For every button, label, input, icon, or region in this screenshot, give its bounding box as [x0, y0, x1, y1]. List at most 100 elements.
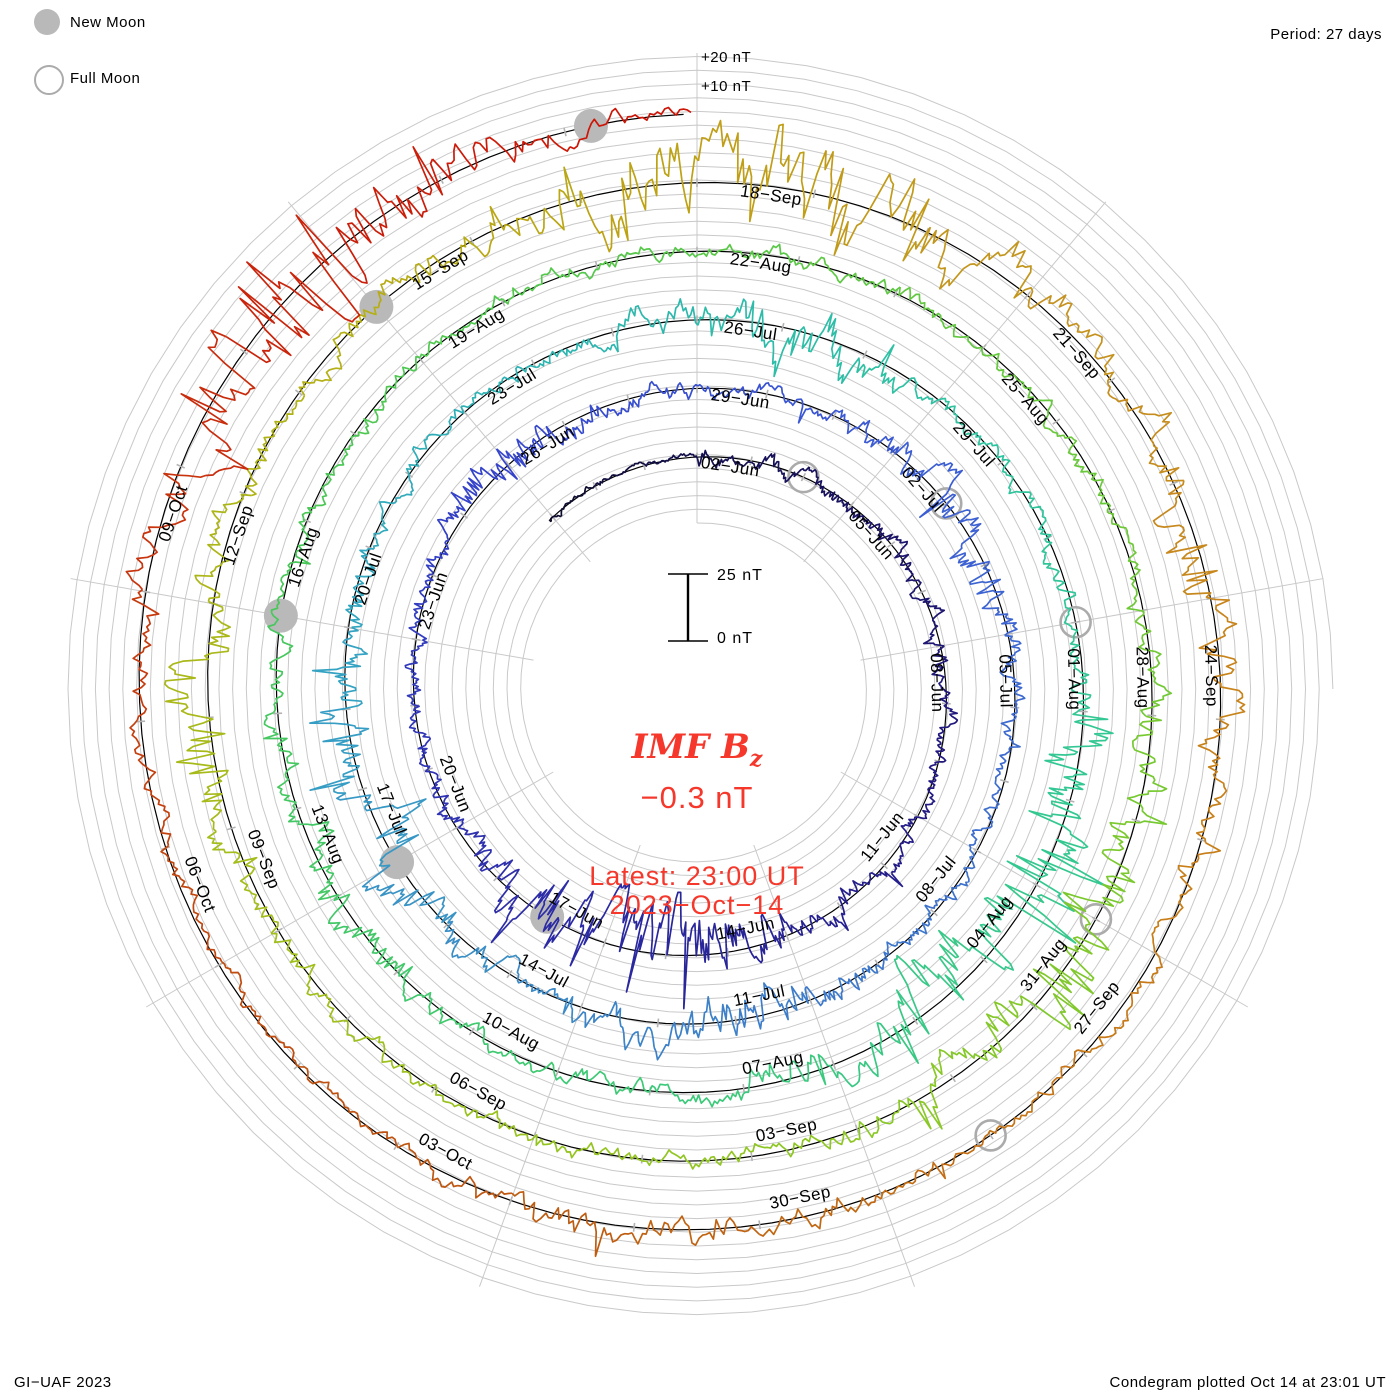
day-tick [358, 787, 368, 792]
bz-data-segment [697, 119, 827, 223]
bz-data-segment [824, 150, 932, 262]
baseline-spiral [138, 113, 1222, 1231]
chart-title-subscript: z [749, 745, 763, 772]
day-tick [226, 826, 236, 831]
day-tick [214, 962, 224, 968]
bz-data-segment [724, 913, 785, 964]
bz-data-segment [594, 461, 645, 487]
bz-data-segment [425, 510, 460, 575]
bz-data-segment [798, 256, 901, 295]
ring-date-label: 28−Aug [1132, 646, 1153, 709]
plotted-timestamp: Condegram plotted Oct 14 at 23:01 UT [1109, 1374, 1386, 1391]
bz-data-segment [296, 1064, 397, 1145]
bz-data-segment [327, 893, 406, 971]
bz-data-segment [920, 226, 1034, 299]
ring-date-label: 05−Jul [995, 654, 1015, 708]
day-tick [563, 127, 567, 137]
bz-data-segment [511, 1191, 633, 1258]
day-tick [632, 1222, 636, 1232]
day-tick [506, 970, 513, 979]
bz-data-segment [301, 435, 359, 519]
bz-data-segment [1107, 384, 1184, 482]
bz-data-segment [697, 382, 771, 400]
bz-data-segment [311, 626, 368, 710]
bz-data-segment [597, 246, 699, 270]
day-tick [1000, 779, 1009, 784]
bz-data-segment [335, 146, 444, 284]
day-tick [469, 236, 475, 246]
day-tick [555, 1067, 560, 1077]
new-moon-legend-label: New Moon [70, 14, 146, 31]
bz-data-segment [270, 932, 344, 1023]
day-tick [1147, 714, 1157, 717]
day-tick [980, 956, 988, 964]
bz-data-segment [894, 441, 964, 519]
day-tick [411, 637, 421, 641]
day-tick [880, 862, 888, 870]
day-tick [136, 720, 146, 723]
bz-data-segment [129, 719, 172, 846]
bz-data-segment [890, 816, 918, 874]
bz-data-segment [941, 397, 1007, 461]
day-tick [847, 501, 855, 510]
bz-data-segment [408, 573, 434, 641]
bz-data-segment [773, 312, 861, 385]
day-tick [1071, 620, 1081, 624]
bz-data-segment [941, 502, 990, 568]
day-tick [1052, 418, 1061, 425]
radial-gridline [479, 844, 641, 1287]
bz-data-segment [579, 142, 700, 253]
day-tick [1197, 838, 1207, 843]
day-tick [1091, 916, 1101, 923]
new-moon-marker [380, 845, 415, 880]
bz-data-segment [565, 401, 631, 440]
bz-data-segment [496, 424, 569, 468]
bz-data-segment [987, 1049, 1079, 1135]
day-tick [642, 461, 646, 471]
bz-data-segment [696, 449, 752, 469]
bz-data-segment [501, 267, 599, 305]
latest-time-label: Latest: 23:00 UT [589, 861, 805, 891]
day-tick [917, 589, 927, 595]
day-tick [578, 1002, 584, 1012]
bz-data-segment [618, 883, 670, 993]
bz-data-segment [516, 957, 576, 1024]
bz-data-segment [1044, 711, 1114, 797]
bz-data-segment [935, 703, 959, 763]
day-tick [508, 1196, 514, 1206]
full-moon-marker [1079, 903, 1113, 936]
day-tick [176, 463, 186, 469]
day-tick [1065, 798, 1075, 803]
ring-date-label: 30−Sep [768, 1182, 833, 1213]
bz-data-segment [758, 1194, 882, 1237]
day-tick [726, 947, 730, 957]
day-tick [734, 1015, 738, 1025]
bz-data-segment [531, 1134, 642, 1162]
bz-data-segment [845, 506, 899, 541]
bz-data-segment [697, 243, 800, 266]
bz-data-segment [398, 962, 477, 1029]
bz-data-segment [1048, 427, 1112, 514]
day-tick [997, 459, 1006, 466]
day-tick [980, 562, 990, 568]
scalebar-bottom-label: 0 nT [717, 630, 754, 647]
day-tick [1107, 377, 1116, 384]
bz-data-segment [434, 1084, 532, 1142]
bz-data-segment [894, 539, 922, 598]
bz-data-segment [1077, 957, 1163, 1054]
bz-data-segment [574, 1000, 656, 1051]
bz-data-segment [1020, 901, 1110, 1031]
day-tick [862, 350, 868, 359]
bz-data-segment [969, 563, 1018, 637]
bz-data-segment [1062, 820, 1140, 913]
bz-data-segment [395, 1142, 513, 1199]
day-tick [460, 512, 469, 519]
bz-data-segment [207, 830, 279, 935]
bz-data-segment [490, 866, 570, 944]
bz-data-segment [536, 338, 619, 369]
day-tick [610, 327, 615, 337]
day-tick [1010, 706, 1020, 709]
bz-data-segment [553, 484, 596, 518]
bz-data-segment [931, 645, 951, 705]
